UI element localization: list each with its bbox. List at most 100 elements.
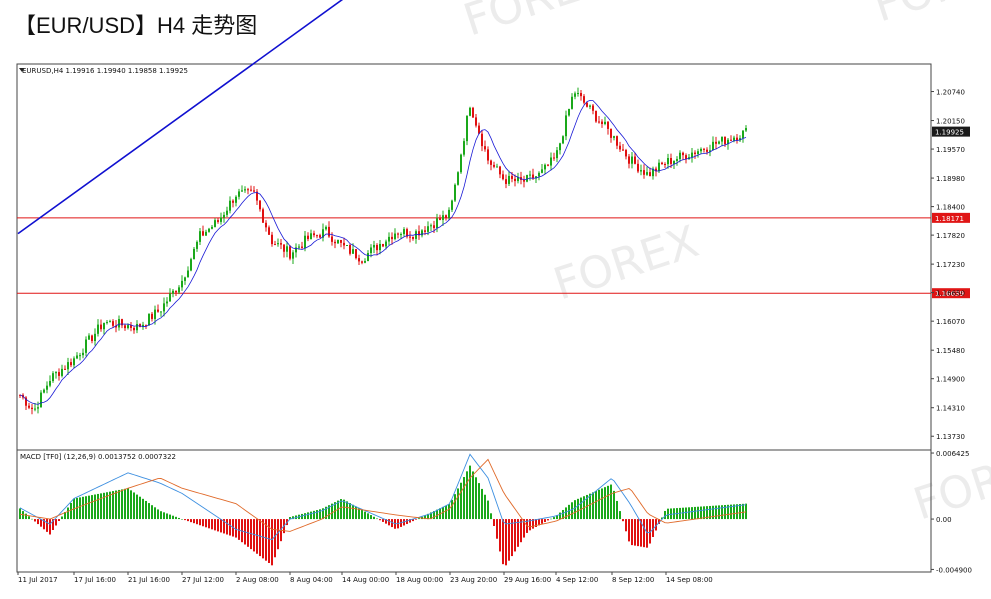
macd-bar-positive [124,488,126,520]
bear-candle [424,230,426,232]
bull-candle [400,234,402,236]
macd-bar-negative [211,519,213,530]
bear-candle [58,372,60,376]
watermark-text: FOREX [548,216,705,310]
macd-bar-positive [352,504,354,520]
macd-bar-positive [742,503,744,520]
bull-candle [568,108,570,116]
price-tick-label: 1.15480 [936,347,965,355]
macd-bar-positive [607,485,609,520]
macd-bar-positive [340,499,342,520]
macd-bar-positive [487,500,489,520]
bear-candle [151,313,153,319]
bull-candle [40,392,42,408]
bull-candle [106,322,108,324]
macd-bar-negative [643,519,645,548]
macd-bar-positive [148,503,150,520]
macd-bar-negative [58,519,60,521]
bull-candle [346,245,348,247]
macd-bar-positive [310,511,312,520]
macd-bar-negative [256,519,258,554]
macd-bar-positive [418,518,420,520]
macd-bar-positive [700,506,702,520]
bear-candle [625,150,627,157]
macd-bar-positive [724,505,726,520]
bear-candle [610,128,612,138]
macd-bar-positive [571,502,573,520]
macd-bar-positive [442,506,444,520]
macd-bar-negative [193,519,195,524]
bull-candle [658,162,660,172]
bear-candle [607,121,609,129]
macd-bar-positive [100,493,102,520]
price-tick-label: 1.13730 [936,433,965,441]
macd-bar-positive [316,510,318,520]
macd-bar-positive [166,513,168,520]
bear-candle [112,321,114,326]
bull-candle [172,290,174,294]
bear-candle [490,160,492,165]
macd-bar-positive [694,506,696,520]
bear-candle [499,166,501,175]
bear-candle [217,220,219,222]
bull-candle [142,324,144,328]
dropdown-arrow-icon[interactable] [19,68,25,72]
macd-bar-positive [67,507,69,520]
macd-bar-positive [424,515,426,520]
bear-candle [487,149,489,161]
bear-candle [331,236,333,242]
macd-bar-positive [337,500,339,520]
bear-candle [232,200,234,203]
bull-candle [508,175,510,184]
macd-bar-positive [664,510,666,520]
macd-bar-positive [697,506,699,520]
macd-bar-positive [79,497,81,520]
bull-candle [169,293,171,302]
macd-bar-positive [733,504,735,520]
macd-header: MACD [TF0] (12,26,9) 0.0013752 0.0007322 [20,453,176,461]
macd-bar-positive [490,513,492,520]
bull-candle [211,226,213,229]
macd-bar-negative [625,519,627,532]
macd-bar-negative [199,519,201,526]
macd-bar-negative [496,519,498,539]
bear-candle [31,407,33,410]
level-price-label: 1.18171 [935,215,964,223]
bull-candle [403,229,405,235]
bull-candle [208,228,210,232]
macd-bar-positive [577,498,579,520]
bull-candle [712,141,714,151]
macd-bar-positive [175,516,177,520]
bull-candle [640,170,642,172]
bull-candle [463,141,465,155]
macd-bar-positive [475,477,477,520]
macd-bar-positive [427,513,429,520]
macd-bar-positive [574,500,576,520]
bull-candle [631,156,633,164]
bull-candle [667,158,669,165]
bear-candle [598,121,600,123]
macd-bar-positive [613,490,615,520]
macd-bar-negative [652,519,654,537]
macd-bar-positive [727,504,729,520]
macd-bar-positive [448,504,450,520]
macd-bar-negative [517,519,519,547]
macd-bar-negative [544,519,546,523]
bear-candle [685,155,687,160]
bull-candle [364,261,366,263]
bear-candle [532,174,534,179]
bull-candle [127,325,129,329]
symbol-header: EURUSD,H4 1.19916 1.19940 1.19858 1.1992… [22,67,188,75]
macd-bar-positive [160,511,162,520]
bear-candle [505,179,507,184]
macd-bar-positive [88,495,90,520]
macd-bar-negative [505,519,507,566]
bear-candle [472,107,474,118]
macd-bar-negative [55,519,57,526]
macd-tick-label: 0.00 [936,516,952,524]
macd-bar-negative [640,519,642,547]
macd-bar-positive [721,505,723,520]
macd-bar-positive [484,494,486,520]
macd-bar-positive [445,505,447,520]
bear-candle [622,149,624,151]
